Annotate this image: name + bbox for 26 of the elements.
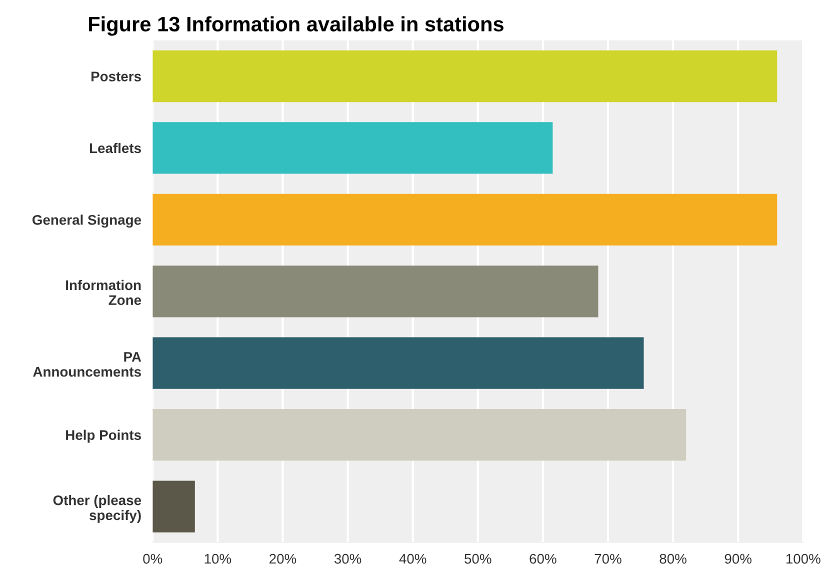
x-tick-label: 40% — [399, 554, 426, 564]
x-tick-label: 60% — [530, 554, 556, 564]
x-tick-label: 30% — [334, 554, 362, 564]
y-tick-label: Leaflets — [90, 142, 141, 154]
x-tick-label: 70% — [594, 554, 622, 564]
y-tick-label: General Signage — [32, 214, 142, 228]
y-tick-label: Information Zone — [66, 280, 142, 306]
bar — [152, 194, 778, 246]
bar — [152, 122, 553, 174]
bar — [152, 408, 686, 461]
x-tick-label: 80% — [660, 554, 686, 564]
y-tick-label: Other (please specify) — [53, 495, 142, 523]
bar — [152, 480, 195, 532]
y-tick-label: Help Points — [66, 430, 141, 443]
y-tick-label: PA Announcements — [33, 352, 142, 377]
x-tick-label: 50% — [464, 554, 492, 564]
x-tick-label: 0% — [143, 554, 162, 564]
chart-title: Figure 13 Information available in stations — [88, 16, 504, 36]
bar — [152, 266, 598, 318]
x-tick-label: 10% — [204, 554, 232, 564]
x-tick-label: 100% — [786, 554, 820, 564]
x-tick-label: 90% — [724, 554, 752, 564]
bar — [152, 337, 644, 389]
bar — [152, 50, 778, 102]
x-tick-label: 20% — [270, 554, 296, 564]
y-tick-label: Posters — [91, 72, 141, 82]
